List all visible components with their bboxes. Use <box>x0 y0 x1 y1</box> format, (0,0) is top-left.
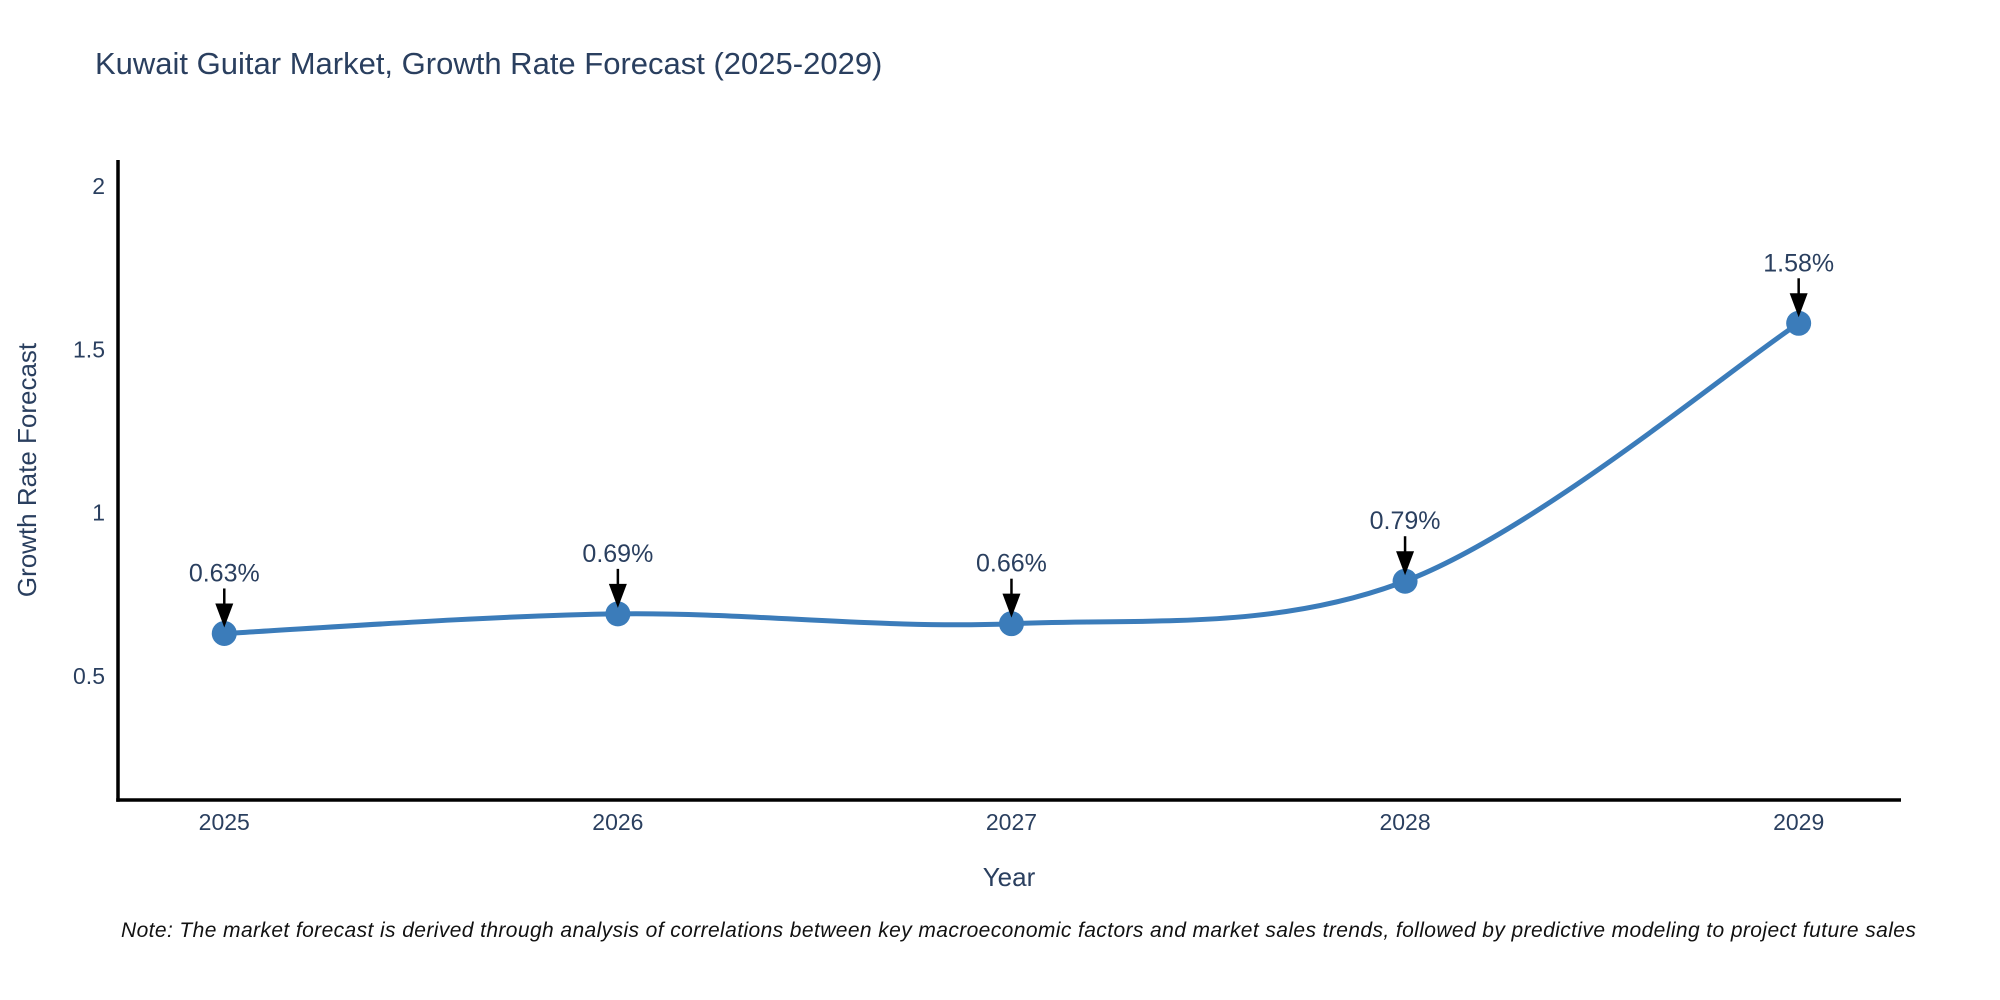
point-value-label: 0.79% <box>1370 507 1441 535</box>
chart-title: Kuwait Guitar Market, Growth Rate Foreca… <box>95 46 883 81</box>
point-annotation: 0.69% <box>582 540 653 608</box>
y-axis-title: Growth Rate Forecast <box>12 342 42 597</box>
point-annotations: 0.63% 0.69% 0.66% 0.79% 1.58% <box>189 249 1834 628</box>
x-axis-title: Year <box>983 862 1036 892</box>
axes <box>116 160 1901 802</box>
x-tick-label: 2027 <box>986 809 1037 835</box>
point-value-label: 0.69% <box>582 540 653 568</box>
point-annotation: 0.63% <box>189 559 260 628</box>
y-tick-label: 0.5 <box>73 663 105 689</box>
annotation-arrowhead-icon <box>1789 293 1808 318</box>
point-annotation: 0.66% <box>976 550 1047 618</box>
annotation-arrowhead-icon <box>1396 551 1415 576</box>
data-point-marker <box>1786 310 1812 336</box>
data-point-marker <box>998 611 1024 637</box>
axis-tick-labels: 2025 2026 2027 2028 2029 0.5 1 1.5 2 <box>73 173 1824 835</box>
x-tick-label: 2028 <box>1379 809 1430 835</box>
annotation-arrowhead-icon <box>608 583 627 608</box>
data-point-marker <box>211 620 237 646</box>
data-point-marker <box>1392 568 1418 594</box>
data-point-marker <box>605 601 631 627</box>
x-tick-label: 2029 <box>1773 809 1824 835</box>
point-annotation: 0.79% <box>1370 507 1441 576</box>
point-value-label: 1.58% <box>1763 249 1834 277</box>
annotation-arrowhead-icon <box>1002 593 1021 618</box>
footnote: Note: The market forecast is derived thr… <box>121 919 1917 942</box>
line-series <box>211 310 1812 646</box>
annotation-arrowhead-icon <box>215 603 234 628</box>
point-value-label: 0.63% <box>189 559 260 587</box>
point-value-label: 0.66% <box>976 550 1047 578</box>
point-annotation: 1.58% <box>1763 249 1834 318</box>
y-tick-label: 1.5 <box>73 336 105 362</box>
y-tick-label: 2 <box>92 173 105 199</box>
y-tick-label: 1 <box>92 500 105 526</box>
x-tick-label: 2026 <box>592 809 643 835</box>
x-tick-label: 2025 <box>199 809 250 835</box>
